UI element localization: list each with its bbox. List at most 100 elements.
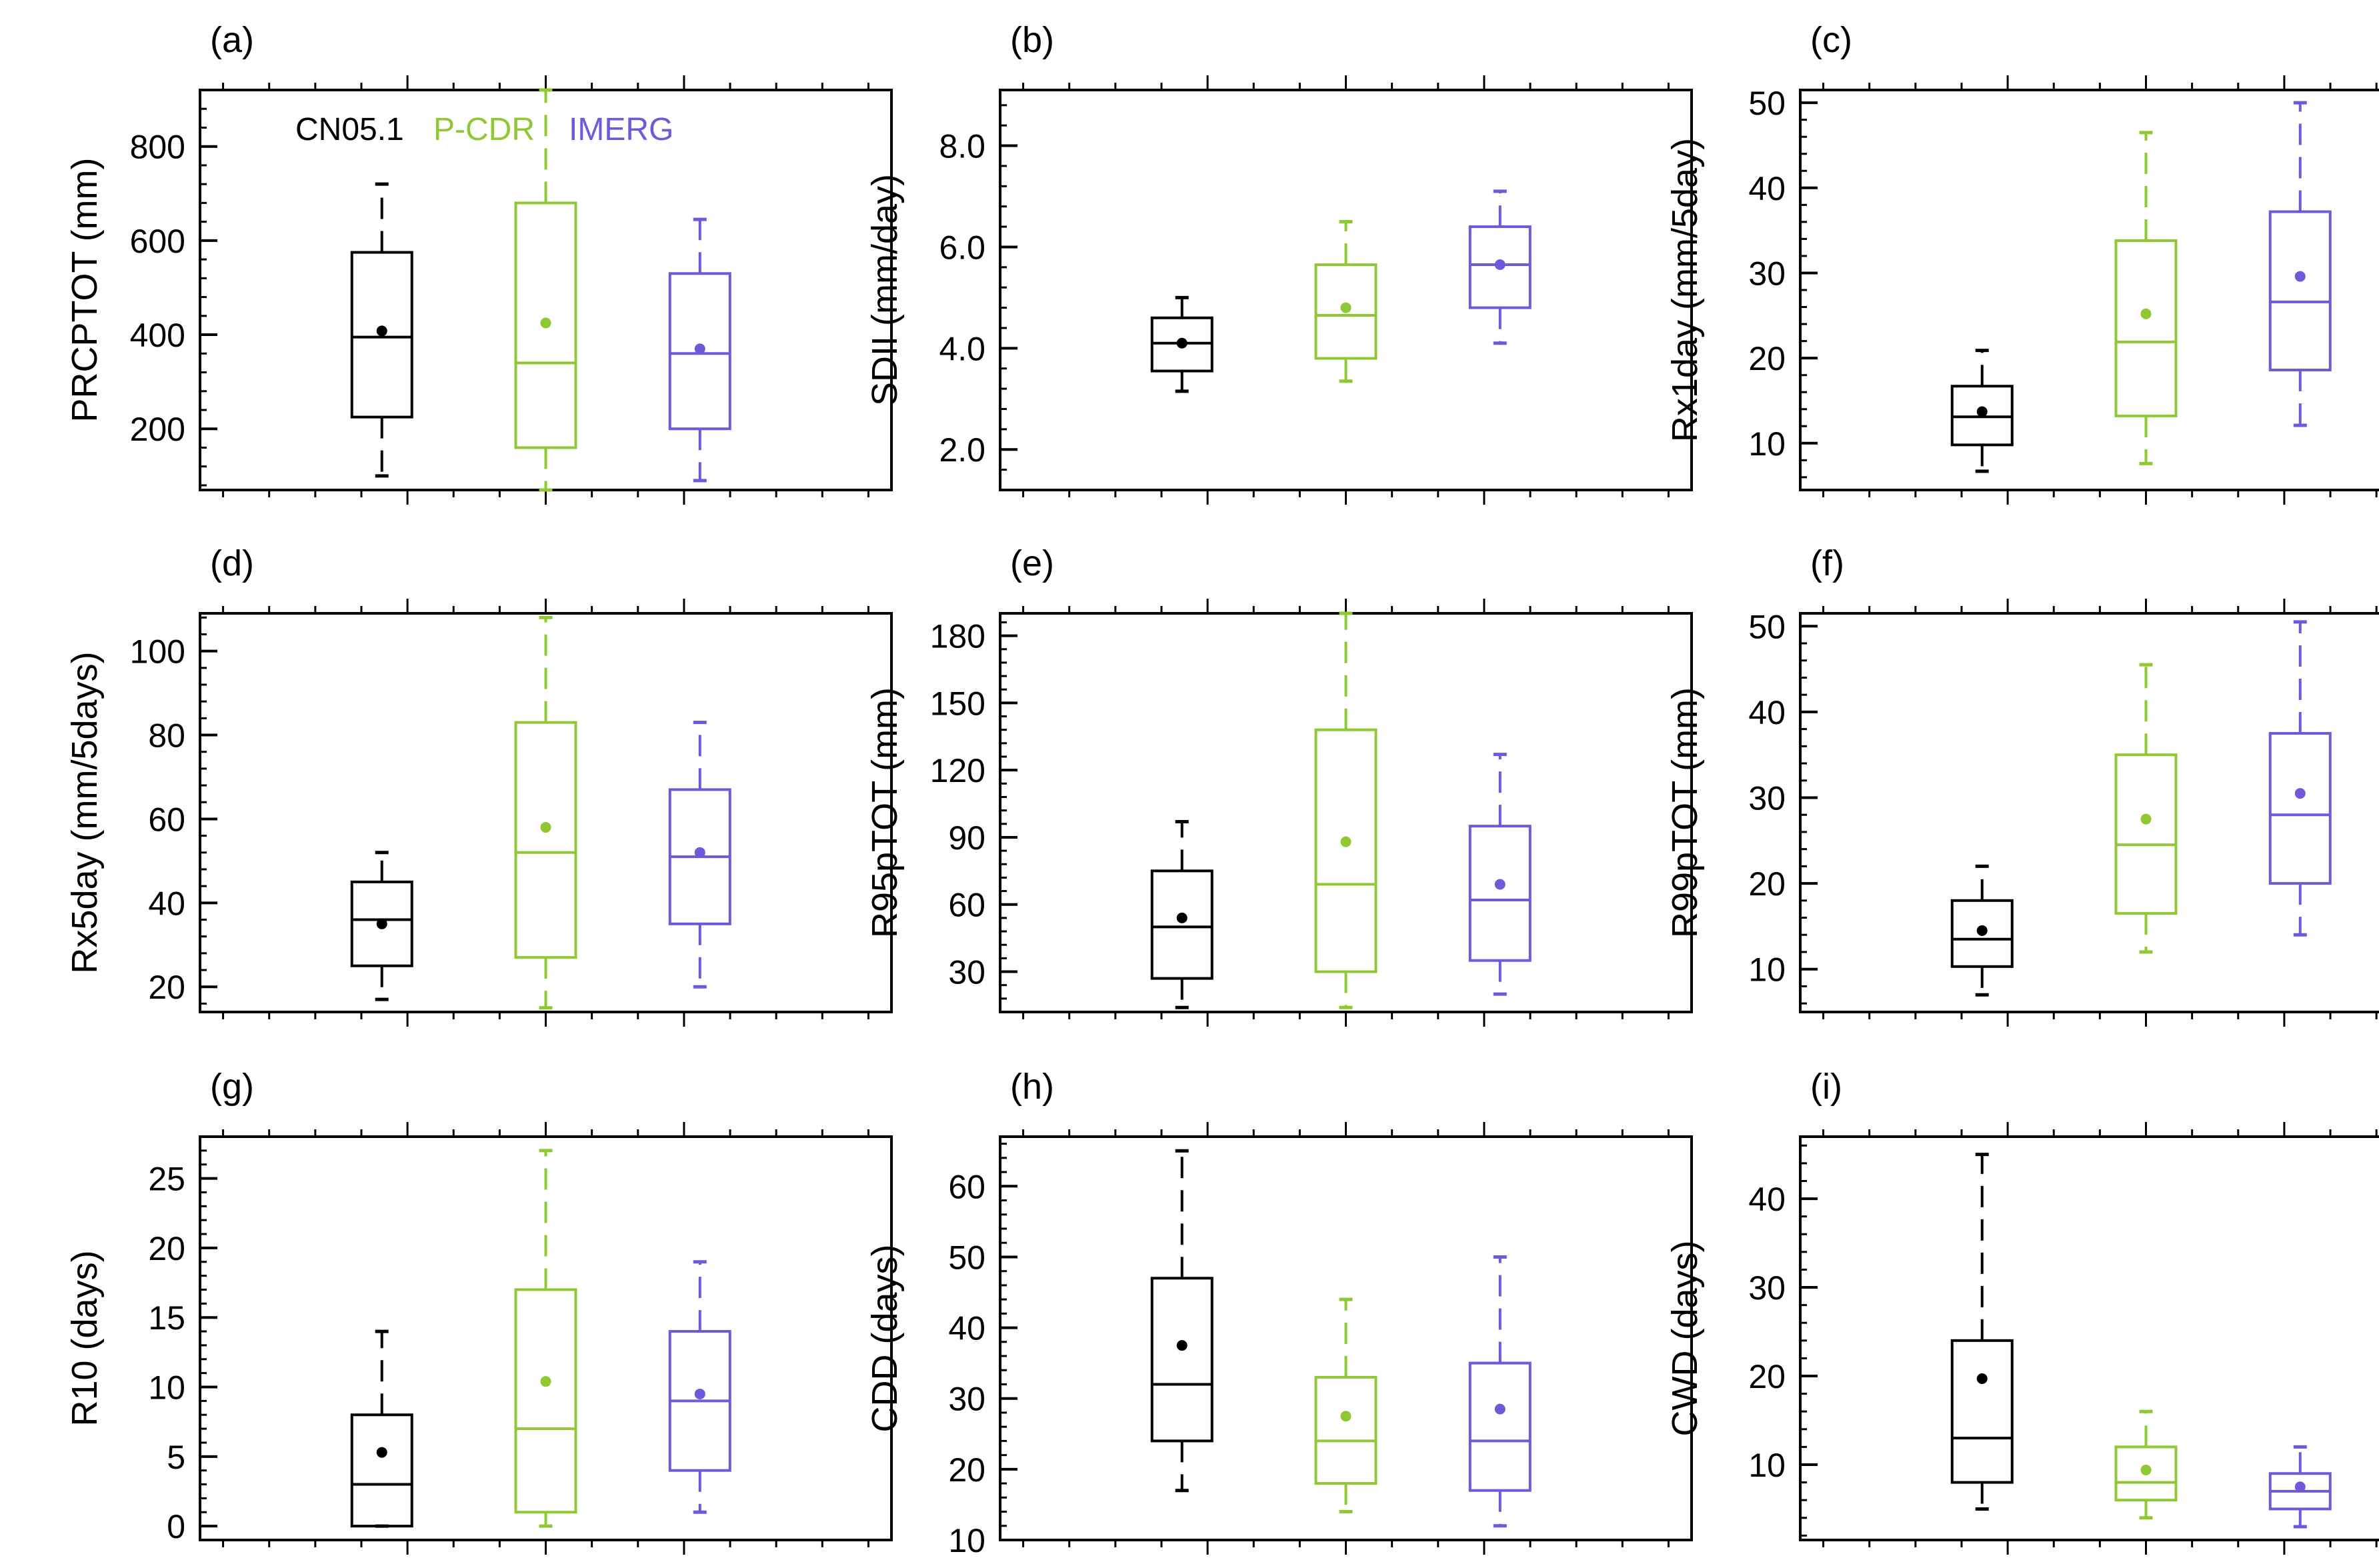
box-p-cdr bbox=[514, 88, 577, 492]
iqr-box bbox=[668, 272, 731, 431]
panel-label: (b) bbox=[1010, 20, 1054, 60]
mean-dot bbox=[2294, 788, 2306, 799]
box-cn05.1 bbox=[350, 182, 413, 478]
iqr-box bbox=[1150, 869, 1214, 980]
mean-dot bbox=[1176, 912, 1187, 923]
mean-dot bbox=[694, 847, 705, 858]
iqr-box bbox=[1314, 728, 1378, 973]
y-tick-label: 20 bbox=[1748, 865, 1786, 903]
mean-dot bbox=[1494, 879, 1506, 890]
iqr-box bbox=[350, 251, 413, 419]
y-tick-label: 30 bbox=[948, 1381, 985, 1418]
y-tick-label: 20 bbox=[948, 1451, 985, 1489]
box-cn05.1 bbox=[1950, 864, 2014, 997]
iqr-box bbox=[350, 880, 413, 967]
y-tick-label: 4.0 bbox=[939, 330, 985, 367]
mean-dot bbox=[540, 317, 551, 329]
y-axis-label: Rx1day (mm/5day) bbox=[1665, 138, 1705, 442]
mean-dot bbox=[1494, 259, 1506, 271]
panel-label: (d) bbox=[210, 543, 254, 583]
y-tick-label: 600 bbox=[130, 223, 185, 260]
box-p-cdr bbox=[2114, 1409, 2178, 1520]
mean-dot bbox=[376, 1447, 387, 1458]
y-axis-label: CWD (days) bbox=[1665, 1241, 1705, 1437]
iqr-box bbox=[514, 721, 577, 959]
y-tick-label: 40 bbox=[1748, 170, 1786, 207]
plot-frame bbox=[1799, 612, 2379, 1013]
chart-panel-9: (i) 10 20 30 40 CWD (days) bbox=[1665, 1067, 2379, 1555]
chart-panel-8: (h) 10 20 30 40 50 60 CDD (days) bbox=[865, 1067, 1693, 1559]
box-cn05.1 bbox=[1150, 819, 1214, 1009]
box-p-cdr bbox=[1314, 611, 1378, 1009]
box-imerg bbox=[2268, 1445, 2332, 1529]
y-tick-label: 50 bbox=[1748, 85, 1786, 122]
iqr-box bbox=[1950, 899, 2014, 968]
mean-dot bbox=[2294, 271, 2306, 282]
y-tick-label: 25 bbox=[148, 1161, 185, 1198]
panel-label: (f) bbox=[1810, 543, 1844, 583]
legend-entry-cn05.1: CN05.1 bbox=[295, 112, 404, 147]
box-imerg bbox=[668, 1260, 731, 1514]
box-p-cdr bbox=[1314, 219, 1378, 383]
iqr-box bbox=[2268, 210, 2332, 371]
box-imerg bbox=[1468, 189, 1532, 345]
y-tick-label: 60 bbox=[148, 801, 185, 838]
y-tick-label: 0 bbox=[167, 1508, 185, 1545]
y-tick-label: 10 bbox=[1748, 951, 1786, 989]
iqr-box bbox=[1468, 1361, 1532, 1492]
chart-panel-5: (e) 30 60 90 120 150 180 R95pTOT (mm) bbox=[865, 543, 1693, 1027]
mean-dot bbox=[694, 1388, 705, 1399]
box-cn05.1 bbox=[350, 1329, 413, 1528]
legend-entry-imerg: IMERG bbox=[569, 112, 673, 147]
y-tick-label: 10 bbox=[1748, 1447, 1786, 1484]
box-imerg bbox=[1468, 753, 1532, 996]
chart-panel-4: (d) 20 40 60 80 100 Rx5day (mm/5days) bbox=[65, 543, 893, 1027]
y-axis-label: R10 (days) bbox=[65, 1250, 105, 1426]
mean-dot bbox=[2140, 813, 2152, 825]
y-tick-label: 20 bbox=[148, 969, 185, 1006]
y-tick-label: 180 bbox=[930, 618, 985, 655]
legend: CN05.1 P-CDR IMERG bbox=[295, 112, 673, 147]
y-tick-label: 30 bbox=[1748, 255, 1786, 292]
y-tick-label: 40 bbox=[1748, 694, 1786, 731]
iqr-box bbox=[1468, 225, 1532, 309]
y-tick-label: 10 bbox=[1748, 425, 1786, 463]
panel-label: (e) bbox=[1010, 543, 1054, 583]
y-tick-label: 30 bbox=[948, 954, 985, 991]
y-tick-label: 40 bbox=[148, 885, 185, 922]
mean-dot bbox=[1976, 1373, 1988, 1384]
box-imerg bbox=[1468, 1255, 1532, 1528]
box-cn05.1 bbox=[1950, 1153, 2014, 1511]
box-p-cdr bbox=[2114, 663, 2178, 954]
y-tick-label: 120 bbox=[930, 752, 985, 789]
y-axis-label: PRCPTOT (mm) bbox=[65, 158, 105, 423]
plot-frame bbox=[1799, 89, 2379, 491]
plot-frame bbox=[199, 1135, 893, 1541]
iqr-box bbox=[350, 1413, 413, 1528]
chart-panel-3: (c) 10 20 30 40 50 Rx1day (mm/5day) bbox=[1665, 20, 2379, 505]
iqr-box bbox=[2114, 753, 2178, 915]
panel-label: (c) bbox=[1810, 20, 1852, 60]
y-tick-label: 100 bbox=[130, 633, 185, 671]
y-axis-label: SDII (mm/day) bbox=[865, 174, 905, 406]
y-axis-label: Rx5day (mm/5days) bbox=[65, 651, 105, 973]
box-cn05.1 bbox=[1950, 349, 2014, 473]
mean-dot bbox=[1340, 836, 1352, 847]
panel-label: (g) bbox=[210, 1067, 254, 1107]
box-p-cdr bbox=[1314, 1297, 1378, 1514]
chart-panel-1: (a) 200 400 600 800 PRCPTOT (mm) CN05.1 P-CDR IM… bbox=[65, 20, 893, 505]
y-tick-label: 50 bbox=[948, 1239, 985, 1276]
y-tick-label: 20 bbox=[1748, 340, 1786, 377]
iqr-box bbox=[514, 201, 577, 449]
mean-dot bbox=[1976, 925, 1988, 936]
y-tick-label: 40 bbox=[1748, 1181, 1786, 1218]
iqr-box bbox=[1314, 1375, 1378, 1485]
box-p-cdr bbox=[2114, 131, 2178, 465]
box-imerg bbox=[668, 217, 731, 483]
y-axis-label: R95pTOT (mm) bbox=[865, 687, 905, 938]
iqr-box bbox=[2268, 732, 2332, 885]
chart-panel-6: (f) 10 20 30 40 50 R99pTOT (mm) bbox=[1665, 543, 2379, 1027]
mean-dot bbox=[1176, 337, 1187, 349]
plot-frame bbox=[999, 612, 1693, 1013]
